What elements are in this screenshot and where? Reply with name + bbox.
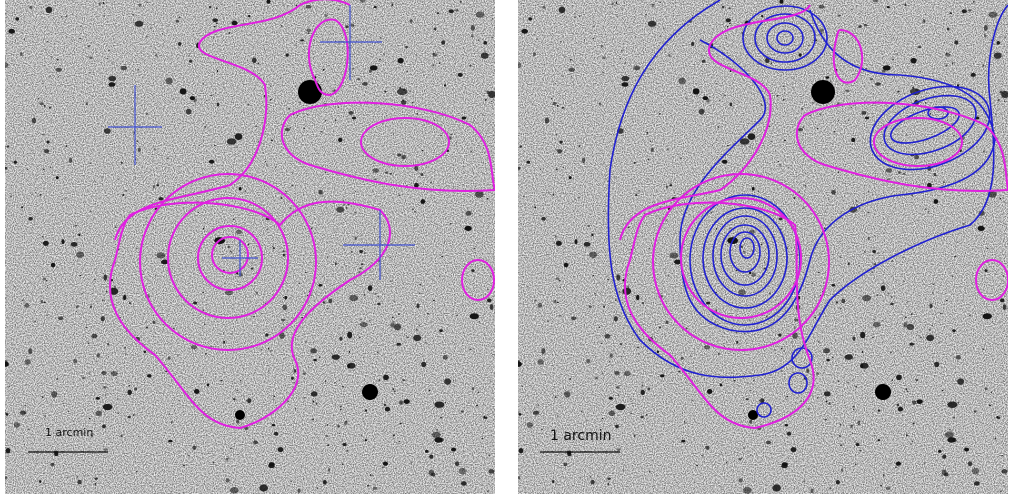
scale-label: 1 arcmin <box>45 426 93 439</box>
scale-label: 1 arcmin <box>550 428 611 444</box>
figure: 1 arcmin 1 arcmin <box>0 0 1010 494</box>
page: 1 arcmin 1 arcmin (() => <box>0 0 1010 494</box>
left-panel: 1 arcmin <box>1 0 496 494</box>
right-panel: 1 arcmin <box>514 0 1009 494</box>
